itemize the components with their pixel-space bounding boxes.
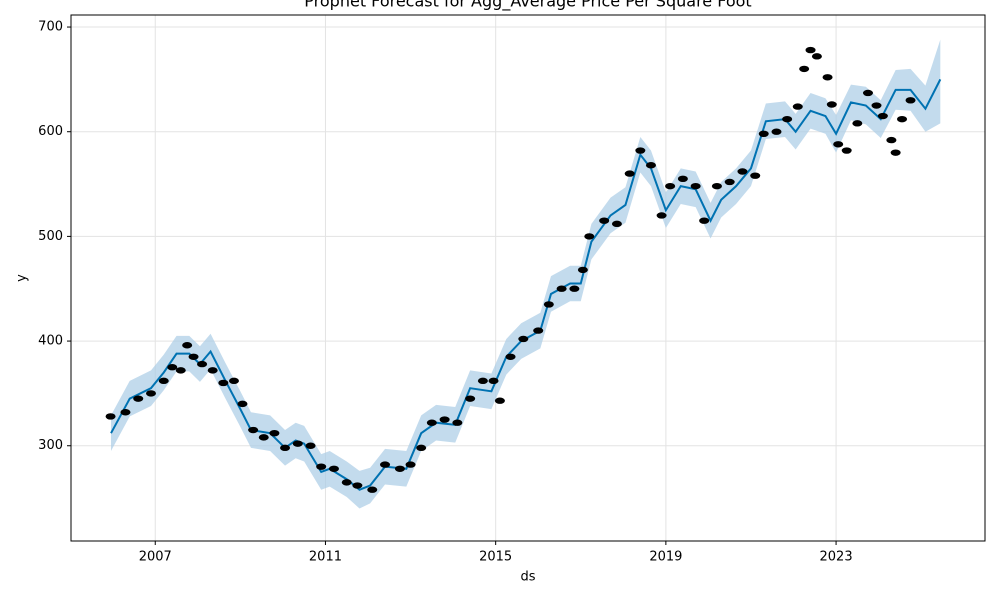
observed-point (182, 342, 193, 349)
observed-point (188, 353, 199, 360)
observed-point (841, 147, 852, 154)
observed-point (305, 442, 316, 449)
observed-point (699, 217, 710, 224)
observed-point (750, 172, 761, 179)
observed-point (724, 178, 735, 186)
observed-point (905, 97, 916, 104)
observed-point (656, 212, 667, 219)
observed-point (175, 367, 186, 374)
observed-point (328, 465, 339, 472)
y-tick-label: 300 (38, 438, 63, 453)
y-tick-label: 600 (38, 124, 63, 139)
observed-point (822, 74, 833, 81)
observed-point (556, 285, 567, 292)
observed-point (145, 390, 156, 397)
observed-point (237, 400, 248, 408)
observed-point (316, 463, 327, 470)
observed-point (826, 101, 837, 108)
observed-point (258, 434, 269, 441)
x-tick-label: 2019 (649, 550, 682, 565)
observed-point (799, 65, 810, 73)
observed-point (871, 102, 882, 109)
x-tick-label: 2011 (309, 550, 342, 565)
observed-point (862, 89, 873, 97)
x-axis-label: ds (520, 570, 535, 585)
y-tick-label: 400 (38, 334, 63, 349)
observed-point (758, 130, 769, 138)
observed-point (611, 220, 622, 228)
observed-point (543, 301, 554, 308)
observed-point (465, 395, 476, 402)
observed-point (426, 419, 437, 426)
observed-point (494, 397, 505, 404)
observed-point (711, 182, 722, 190)
x-tick-label: 2023 (820, 550, 853, 565)
observed-point (488, 377, 499, 385)
observed-point (394, 465, 405, 472)
observed-point (645, 162, 656, 169)
observed-point (292, 440, 303, 447)
observed-point (805, 46, 816, 54)
uncertainty-band (110, 39, 941, 509)
observed-point (852, 120, 863, 127)
observed-point (771, 128, 782, 135)
observed-point (569, 285, 580, 292)
plot (105, 39, 942, 509)
observed-point (897, 115, 908, 123)
observed-point (877, 112, 888, 120)
observed-point (584, 233, 595, 240)
observed-point (439, 416, 450, 423)
chart-title: Prophet Forecast for Agg_Average Price P… (304, 0, 751, 12)
observed-point (518, 335, 529, 343)
y-tick-label: 500 (38, 229, 63, 244)
observed-point (886, 136, 897, 144)
observed-point (811, 53, 822, 60)
observed-point (635, 147, 646, 154)
observed-point (452, 419, 463, 426)
x-tick-label: 2007 (139, 550, 172, 565)
y-axis-label: y (15, 274, 30, 282)
forecast-line (110, 78, 942, 491)
observed-point (792, 103, 803, 110)
observed-point (105, 413, 116, 420)
observed-point (280, 444, 291, 452)
observed-point (158, 377, 169, 385)
observed-point (218, 379, 229, 387)
observed-point (624, 170, 635, 177)
observed-point (782, 115, 793, 123)
observed-point (533, 327, 544, 334)
observed-point (416, 444, 427, 452)
observed-point (133, 395, 144, 402)
y-tick-label: 700 (38, 20, 63, 35)
observed-point (352, 482, 363, 489)
observed-point (665, 182, 676, 190)
observed-point (690, 182, 701, 190)
observed-point (248, 426, 259, 434)
observed-point (197, 360, 208, 368)
plot-frame (70, 14, 986, 542)
observed-point (737, 168, 748, 175)
observed-point (228, 377, 239, 385)
observed-point (477, 377, 488, 385)
observed-point (341, 479, 352, 486)
observed-point (505, 353, 516, 360)
observed-point (367, 486, 378, 493)
x-tick-label: 2015 (479, 550, 512, 565)
observed-point (833, 141, 844, 148)
observed-point (677, 175, 688, 183)
observed-point (167, 364, 178, 371)
observed-point (599, 217, 610, 224)
observed-point (577, 266, 588, 274)
observed-point (890, 149, 901, 156)
observed-point (269, 429, 280, 437)
observed-point (207, 367, 218, 374)
observed-point (405, 461, 416, 468)
observed-point (120, 409, 131, 416)
observed-point (380, 461, 391, 468)
